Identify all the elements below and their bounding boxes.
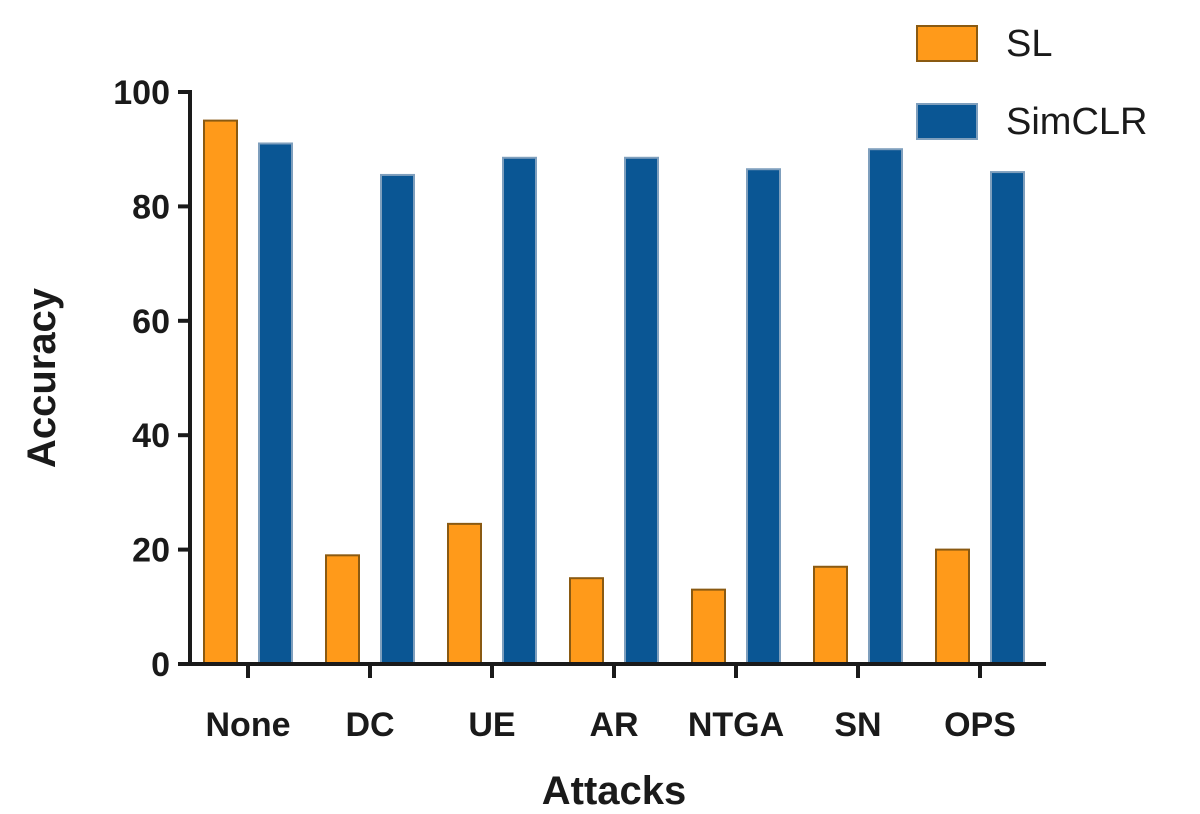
bar-sl-ops xyxy=(935,548,970,665)
y-tick-label: 0 xyxy=(151,646,170,684)
y-axis-title: Accuracy xyxy=(20,287,64,468)
legend: SL SimCLR xyxy=(916,23,1147,143)
bar-sl-ar xyxy=(569,577,604,666)
x-tick-label: AR xyxy=(589,706,638,744)
legend-swatch-simclr xyxy=(916,103,978,140)
x-tick-label: SN xyxy=(834,706,881,744)
y-tick-label: 40 xyxy=(132,417,170,455)
bar-simclr-dc xyxy=(380,173,415,665)
y-tick-label: 100 xyxy=(113,74,170,112)
bar-simclr-ar xyxy=(624,156,659,665)
bar-simclr-ops xyxy=(990,171,1025,666)
x-axis-title: Attacks xyxy=(542,769,687,813)
x-tick-label: UE xyxy=(468,706,515,744)
legend-label-sl: SL xyxy=(1006,23,1052,65)
y-tick-label: 20 xyxy=(132,532,170,570)
y-tick-label: 80 xyxy=(132,188,170,226)
bars-group xyxy=(203,119,1025,666)
bar-simclr-ntga xyxy=(746,168,781,665)
x-tick-label: DC xyxy=(345,706,394,744)
bar-sl-ue xyxy=(447,522,482,665)
bar-sl-dc xyxy=(325,554,360,666)
y-tick-label: 60 xyxy=(132,303,170,341)
x-tick-label: None xyxy=(206,706,291,744)
x-ticks-group: None DC UE AR NTGA SN OPS xyxy=(206,664,1016,744)
bar-sl-ntga xyxy=(691,588,726,666)
bar-sl-none xyxy=(203,119,238,666)
bar-simclr-none xyxy=(258,142,293,666)
y-ticks-group: 0 20 40 60 80 100 xyxy=(113,74,190,684)
x-tick-label: NTGA xyxy=(688,706,784,744)
x-tick-label: OPS xyxy=(944,706,1016,744)
axes-group xyxy=(188,90,1046,666)
legend-label-simclr: SimCLR xyxy=(1006,101,1147,143)
bar-simclr-sn xyxy=(868,148,903,665)
bar-simclr-ue xyxy=(502,156,537,665)
legend-swatch-sl xyxy=(916,25,978,62)
bar-sl-sn xyxy=(813,565,848,666)
